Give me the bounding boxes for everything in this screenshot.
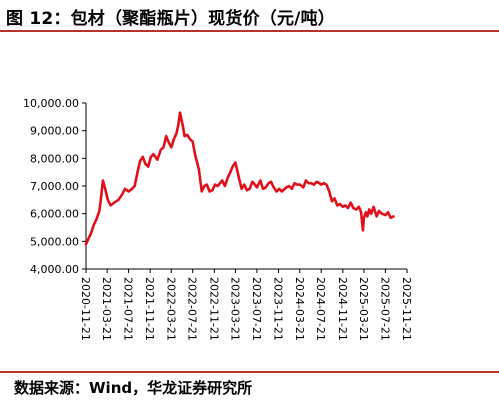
x-tick-label: 2025-03-21 — [357, 277, 370, 341]
x-axis-ticks: 2020-11-21 2021-03-21 2021-07-21 2021-11-21… — [79, 269, 413, 341]
x-tick-label: 2023-11-21 — [271, 277, 284, 341]
plot-area — [84, 111, 395, 246]
x-tick-label: 2021-11-21 — [143, 277, 156, 341]
y-tick-label: 8,000.00 — [30, 152, 79, 165]
x-tick-label: 2022-11-21 — [207, 277, 220, 341]
data-source-note: 数据来源：Wind，华龙证券研究所 — [14, 379, 253, 397]
y-tick-label: 4,000.00 — [30, 263, 79, 276]
x-tick-label: 2022-07-21 — [186, 277, 199, 341]
y-axis-ticks: 4,000.00 5,000.00 6,000.00 7,000.00 8,000.00… — [23, 97, 86, 276]
x-tick-label: 2021-07-21 — [122, 277, 135, 341]
page-title: 图 12：包材（聚酯瓶片）现货价（元/吨） — [6, 9, 335, 29]
y-tick-label: 9,000.00 — [30, 125, 79, 138]
x-tick-label: 2025-11-21 — [400, 277, 413, 341]
x-tick-label: 2023-03-21 — [228, 277, 241, 341]
y-tick-label: 5,000.00 — [30, 235, 79, 248]
x-tick-label: 2024-07-21 — [314, 277, 327, 341]
x-tick-label: 2024-03-21 — [293, 277, 306, 341]
footer-divider — [0, 371, 499, 373]
y-tick-label: 10,000.00 — [23, 97, 79, 110]
series-line — [84, 111, 395, 246]
y-tick-label: 7,000.00 — [30, 180, 79, 193]
x-tick-label: 2022-03-21 — [164, 277, 177, 341]
x-tick-label: 2024-11-21 — [336, 277, 349, 341]
y-tick-label: 6,000.00 — [30, 208, 79, 221]
x-tick-label: 2020-11-21 — [79, 277, 92, 341]
price-line-chart: 4,000.00 5,000.00 6,000.00 7,000.00 8,000.00… — [23, 97, 413, 341]
x-tick-label: 2025-07-21 — [378, 277, 391, 341]
x-tick-label: 2023-07-21 — [250, 277, 263, 341]
header-divider — [0, 30, 499, 32]
x-tick-label: 2021-03-21 — [100, 277, 113, 341]
